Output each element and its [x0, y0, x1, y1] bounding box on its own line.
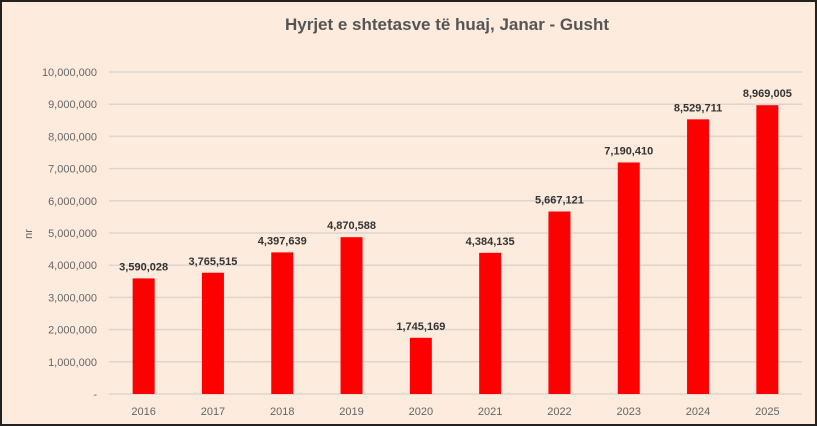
bar-2018: [271, 252, 294, 394]
data-label-2024: 8,529,711: [674, 102, 722, 114]
data-label-2022: 5,667,121: [535, 195, 584, 207]
x-tick-label-2016: 2016: [131, 406, 155, 418]
y-tick-label: 7,000,000: [48, 164, 97, 176]
bar-2021: [479, 252, 502, 394]
data-label-2018: 4,397,639: [258, 235, 307, 247]
y-tick-label: 9,000,000: [48, 99, 97, 111]
data-label-2025: 8,969,005: [743, 88, 792, 100]
y-tick-label: 8,000,000: [48, 131, 97, 143]
bar-2019: [340, 237, 363, 394]
data-label-2019: 4,870,588: [327, 220, 376, 232]
x-tick-label-2018: 2018: [270, 406, 294, 418]
x-tick-label-2019: 2019: [339, 406, 363, 418]
bar-2025: [756, 105, 779, 395]
y-tick-label: 4,000,000: [48, 260, 97, 272]
bar-2017: [201, 272, 224, 394]
x-tick-label-2020: 2020: [409, 406, 433, 418]
y-tick-label: 1,000,000: [48, 357, 97, 369]
x-tick-label-2025: 2025: [755, 406, 779, 418]
y-tick-label: 5,000,000: [48, 228, 97, 240]
y-tick-label: 6,000,000: [48, 196, 97, 208]
x-tick-label-2017: 2017: [201, 406, 225, 418]
y-tick-label: 10,000,000: [42, 67, 97, 79]
y-tick-label: -: [93, 389, 97, 401]
data-label-2021: 4,384,135: [466, 236, 515, 248]
y-axis-label: nr: [23, 229, 35, 239]
bar-2016: [132, 278, 155, 394]
x-tick-label-2023: 2023: [617, 406, 641, 418]
x-tick-label-2024: 2024: [686, 406, 710, 418]
bar-2024: [687, 119, 710, 394]
y-tick-label: 3,000,000: [48, 292, 97, 304]
y-tick-label: 2,000,000: [48, 325, 97, 337]
data-label-2020: 1,745,169: [396, 321, 445, 333]
bar-2022: [548, 211, 571, 394]
bar-2020: [409, 337, 432, 394]
x-tick-label-2021: 2021: [478, 406, 502, 418]
chart-title: Hyrjet e shtetasve të huaj, Janar - Gush…: [285, 15, 609, 34]
data-label-2016: 3,590,028: [119, 261, 168, 273]
bar-2023: [617, 162, 640, 394]
x-tick-label-2022: 2022: [547, 406, 571, 418]
data-label-2023: 7,190,410: [604, 145, 653, 157]
data-label-2017: 3,765,515: [188, 256, 237, 268]
